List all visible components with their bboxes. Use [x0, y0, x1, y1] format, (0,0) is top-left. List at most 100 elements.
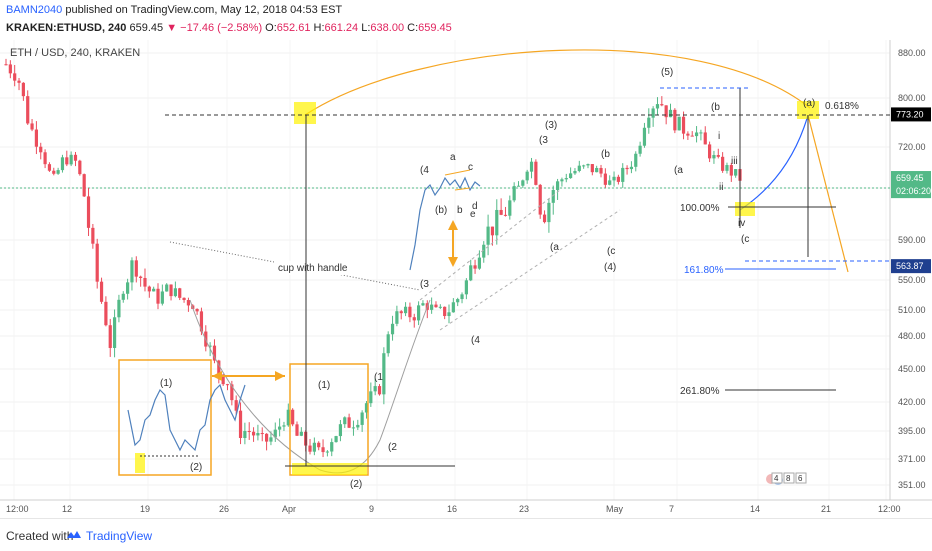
tradingview-link[interactable]: TradingView: [86, 529, 153, 543]
candle-body: [673, 109, 677, 131]
wave-label: (b: [601, 149, 610, 160]
wave-label: (c: [607, 246, 615, 257]
candle-body: [317, 442, 321, 448]
candle-body: [152, 288, 156, 292]
candle-body: [668, 109, 673, 118]
candle-body: [13, 73, 17, 81]
candle-body: [390, 323, 395, 335]
candle-body: [434, 304, 438, 308]
wave-label: iv: [738, 218, 745, 229]
price-tick-label: 720.00: [898, 142, 926, 152]
wave-label: (b: [711, 102, 720, 113]
candle-body: [39, 146, 43, 153]
candle-body: [247, 431, 251, 433]
price-tick-label: 371.00: [898, 454, 926, 464]
time-tick-label: 21: [821, 504, 831, 514]
price-chart[interactable]: 351.00 371.00 395.00 420.00 450.00 480.00 510.…: [0, 40, 932, 518]
last-price: 659.45: [129, 22, 164, 34]
wave-label: (5): [661, 67, 673, 78]
candle-body: [642, 127, 647, 146]
candle-body: [108, 325, 112, 348]
candle-body: [451, 302, 455, 313]
candle-body: [291, 409, 295, 425]
candle-body: [382, 353, 386, 395]
price-badge: [891, 107, 931, 122]
vertical-arrow-heads: [448, 220, 458, 267]
candle-body: [725, 165, 729, 171]
candle-body: [230, 384, 234, 401]
publish-header: BAMN2040 published on TradingView.com, M…: [0, 0, 932, 40]
wave-label: (c: [741, 234, 749, 245]
event-badge[interactable]: 4 8 6: [766, 472, 807, 485]
event-num-3: 6: [798, 474, 803, 483]
candle-body: [638, 145, 642, 154]
time-axis[interactable]: 12:00 12 19 26 Apr 9 16 23 May 7 14 21 12:00: [6, 504, 901, 514]
wave-label: (4: [420, 165, 429, 176]
candle-body: [716, 155, 720, 157]
candle-body: [165, 284, 169, 292]
open-label: O:: [265, 22, 277, 34]
candle-body: [395, 311, 399, 324]
candle-body: [516, 185, 521, 187]
down-arrow-icon: ▼: [166, 22, 178, 34]
price-badges: 773.20 659.45 02:06:20 563.87: [891, 107, 931, 274]
event-num-1: 4: [774, 474, 779, 483]
candle-body: [169, 284, 173, 297]
candle-body: [91, 227, 95, 244]
candle-body: [664, 105, 668, 118]
candle-body: [26, 96, 30, 124]
candles: [4, 58, 742, 458]
price-badge-label: 773.20: [896, 109, 924, 119]
candle-body: [660, 104, 664, 106]
candle-body: [269, 437, 273, 442]
time-tick-label: 26: [219, 504, 229, 514]
candle-body: [577, 165, 581, 171]
time-tick-label: 9: [369, 504, 374, 514]
candle-body: [677, 116, 681, 131]
wave-labels: (1) (2) (1) (2) (1 (2 (3 (4 (3) (3 (a (b (c (4) (5) (a (…: [160, 67, 815, 490]
candle-body: [699, 132, 703, 134]
time-tick-label: Apr: [282, 504, 296, 514]
candle-body: [586, 164, 590, 166]
price-tick-label: 420.00: [898, 397, 926, 407]
price-badge: [891, 184, 931, 199]
event-box-3: [795, 472, 807, 484]
wave-label: iii: [731, 156, 738, 167]
candle-body: [456, 299, 460, 303]
candle-body: [273, 429, 277, 438]
candle-body: [86, 196, 91, 228]
wave-label: ii: [719, 182, 723, 193]
fractal-line-left: [127, 383, 246, 452]
candle-body: [399, 311, 403, 314]
candle-body: [555, 181, 560, 190]
price-tick-label: 590.00: [898, 235, 926, 245]
candle-body: [734, 169, 738, 176]
candle-body: [212, 345, 217, 361]
candle-body: [629, 166, 634, 170]
price-badge-label: 563.87: [896, 261, 924, 271]
wave-label: (a: [674, 165, 683, 176]
candle-body: [712, 155, 716, 159]
wave-label: (4: [471, 335, 480, 346]
candle-body: [8, 64, 12, 74]
chart-area[interactable]: 351.00 371.00 395.00 420.00 450.00 480.00 510.…: [0, 40, 932, 518]
candle-body: [160, 291, 164, 304]
price-badge-label: 02:06:20: [896, 186, 931, 196]
author-link[interactable]: BAMN2040: [6, 4, 63, 16]
candle-body: [178, 288, 182, 298]
candle-body: [47, 164, 52, 171]
candle-body: [569, 173, 573, 179]
candle-body: [512, 186, 516, 201]
candle-body: [538, 184, 542, 215]
candle-body: [694, 132, 699, 137]
wave-label: b: [457, 205, 463, 216]
channel-upper: [439, 209, 621, 331]
candle-body: [82, 174, 86, 197]
wave-label: (2): [190, 462, 202, 473]
candle-body: [338, 424, 343, 437]
cup-label: cup with handle: [278, 263, 348, 274]
wave-label: (3: [539, 135, 548, 146]
candle-body: [295, 424, 299, 436]
low-value: 638.00: [370, 22, 405, 34]
wave-label: e: [470, 209, 476, 220]
